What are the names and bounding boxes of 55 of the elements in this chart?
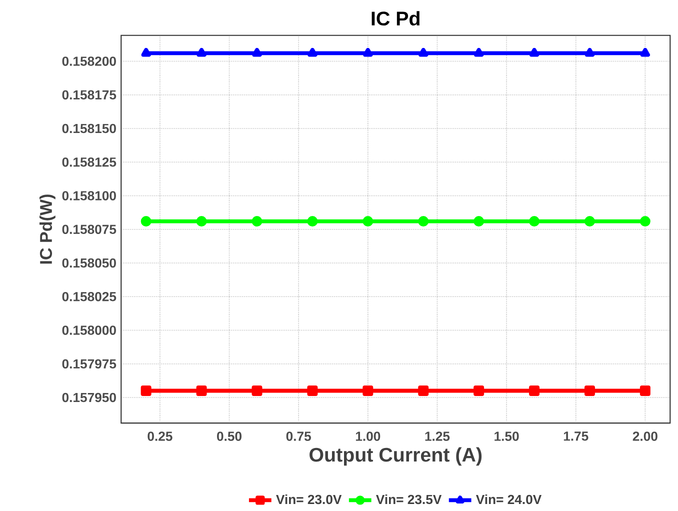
point: [307, 216, 318, 226]
chart-title: IC Pd: [372, 10, 420, 26]
legend-label: Vin= 23.0V: [276, 494, 342, 504]
y-tick-label: 0.157950: [62, 392, 116, 402]
y-tick-label: 0.158000: [62, 326, 116, 335]
point: [307, 385, 318, 396]
point: [308, 48, 318, 57]
x-tick-label: 1.00: [356, 432, 380, 441]
point: [140, 385, 152, 396]
x-tick-label: 2.00: [632, 432, 658, 441]
y-tick-label: 0.158025: [62, 292, 116, 302]
x-tick-label: 1.25: [425, 432, 450, 441]
point: [640, 216, 650, 226]
legend-label: Vin= 24.0V: [476, 494, 542, 504]
point: [529, 216, 540, 226]
point: [640, 385, 650, 396]
y-tick-label: 0.158150: [62, 124, 116, 134]
point: [640, 48, 650, 57]
point: [196, 385, 207, 396]
y-tick-label: 0.158200: [62, 56, 116, 66]
y-tick-label: 0.157975: [62, 359, 116, 368]
y-tick-label: 0.158075: [62, 224, 116, 234]
point: [418, 48, 428, 57]
point: [252, 216, 262, 226]
point: [196, 216, 207, 226]
point: [362, 216, 374, 226]
point: [474, 385, 484, 396]
point: [584, 385, 595, 396]
y-tick-label: 0.158100: [62, 191, 116, 200]
x-axis-title: Output Current (A): [310, 447, 482, 466]
point: [474, 48, 484, 57]
legend-label: Vin= 23.5V: [376, 494, 442, 504]
x-tick-label: 0.25: [148, 432, 172, 441]
point: [584, 216, 595, 226]
y-axis-title: IC Pd(W): [39, 194, 56, 264]
point: [418, 385, 429, 396]
y-tick-label: 0.158175: [62, 90, 116, 100]
point: [252, 385, 262, 396]
point: [141, 48, 151, 57]
point: [196, 48, 206, 57]
y-tick-label: 0.158125: [62, 157, 116, 167]
x-tick-label: 0.75: [286, 432, 311, 441]
y-tick-label: 0.158050: [62, 258, 116, 268]
point: [362, 385, 374, 396]
point: [140, 216, 152, 226]
x-tick-label: 1.50: [494, 432, 519, 441]
x-tick-label: 1.75: [564, 432, 588, 441]
point: [363, 48, 373, 57]
x-tick-label: 0.50: [217, 432, 242, 441]
point: [529, 48, 540, 57]
point: [584, 48, 595, 57]
point: [252, 48, 262, 57]
point: [418, 216, 429, 226]
point: [474, 216, 484, 226]
point: [529, 385, 540, 396]
